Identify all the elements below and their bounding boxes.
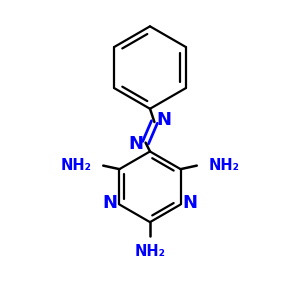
- Text: N: N: [182, 194, 197, 212]
- Text: NH₂: NH₂: [208, 158, 240, 173]
- Text: N: N: [157, 111, 172, 129]
- Text: NH₂: NH₂: [60, 158, 92, 173]
- Text: N: N: [128, 135, 143, 153]
- Text: N: N: [103, 194, 118, 212]
- Text: NH₂: NH₂: [134, 244, 166, 259]
